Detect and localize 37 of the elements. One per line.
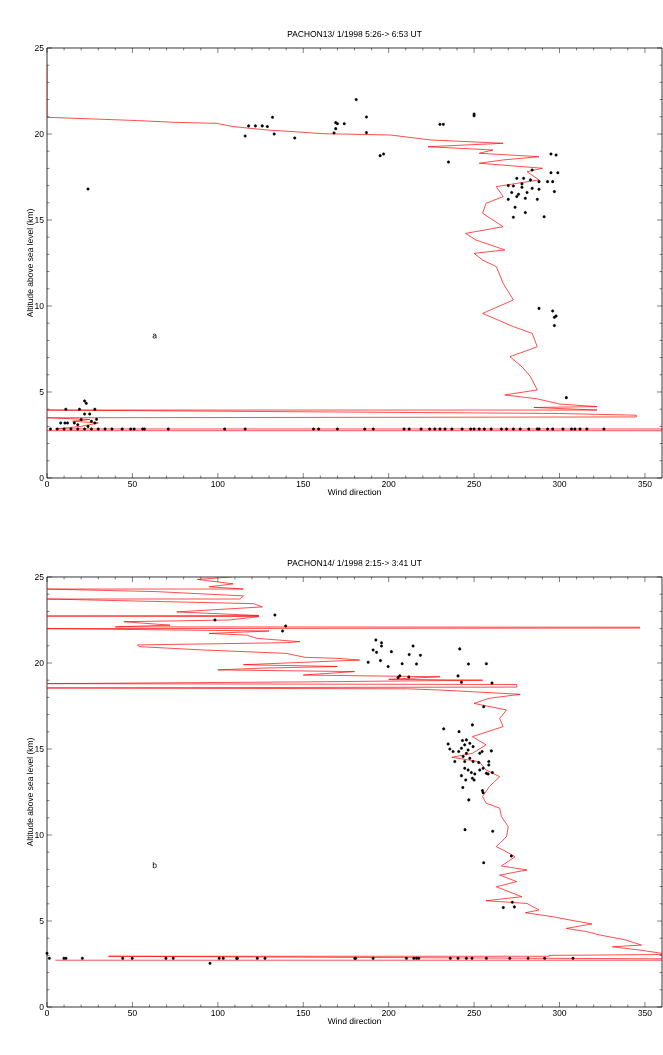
y-tick-label: 15 (35, 746, 44, 752)
annotation: b (152, 861, 157, 869)
y-axis-title: Altitude above sea level (km) (26, 209, 35, 318)
x-tick-label: 200 (382, 481, 396, 488)
y-tick-label: 25 (34, 45, 44, 51)
x-tick-label: 150 (296, 481, 310, 488)
y-tick-label: 20 (34, 131, 44, 137)
y-tick-label: 10 (35, 303, 44, 309)
y-tick-label: 10 (35, 832, 44, 838)
y-tick-label: 0 (39, 475, 44, 481)
line-series (47, 64, 663, 432)
y-tick-label: 25 (34, 574, 44, 580)
x-axis-title: Wind direction (327, 488, 381, 496)
y-axis-title: Altitude above sea level (km) (26, 738, 35, 847)
x-tick-label: 100 (211, 481, 225, 488)
x-tick-label: 100 (211, 1010, 225, 1017)
x-tick-label: 300 (552, 1010, 567, 1017)
y-tick-label: 5 (39, 389, 44, 395)
x-tick-label: 250 (467, 1010, 481, 1017)
x-tick-label: 150 (296, 1010, 310, 1017)
x-tick-label: 300 (552, 481, 567, 488)
y-tick-label: 20 (34, 660, 44, 666)
x-tick-label: 50 (128, 481, 137, 488)
x-tick-label: 250 (467, 481, 481, 488)
y-tick-label: 5 (39, 918, 44, 924)
x-axis-title: Wind direction (327, 1017, 381, 1025)
y-tick-label: 0 (39, 1004, 44, 1010)
chart-title: PACHON13/ 1/1998 5:26-> 6:53 UT (287, 30, 422, 37)
x-tick-label: 350 (638, 1010, 652, 1017)
x-tick-label: 0 (44, 1010, 50, 1017)
x-tick-label: 350 (638, 481, 652, 488)
annotation: a (152, 333, 157, 339)
x-tick-label: 0 (44, 481, 50, 488)
y-tick-label: 15 (35, 217, 44, 223)
x-tick-label: 200 (382, 1010, 396, 1017)
x-tick-label: 50 (128, 1010, 137, 1017)
chart-title: PACHON14/ 1/1998 2:15-> 3:41 UT (287, 559, 422, 566)
